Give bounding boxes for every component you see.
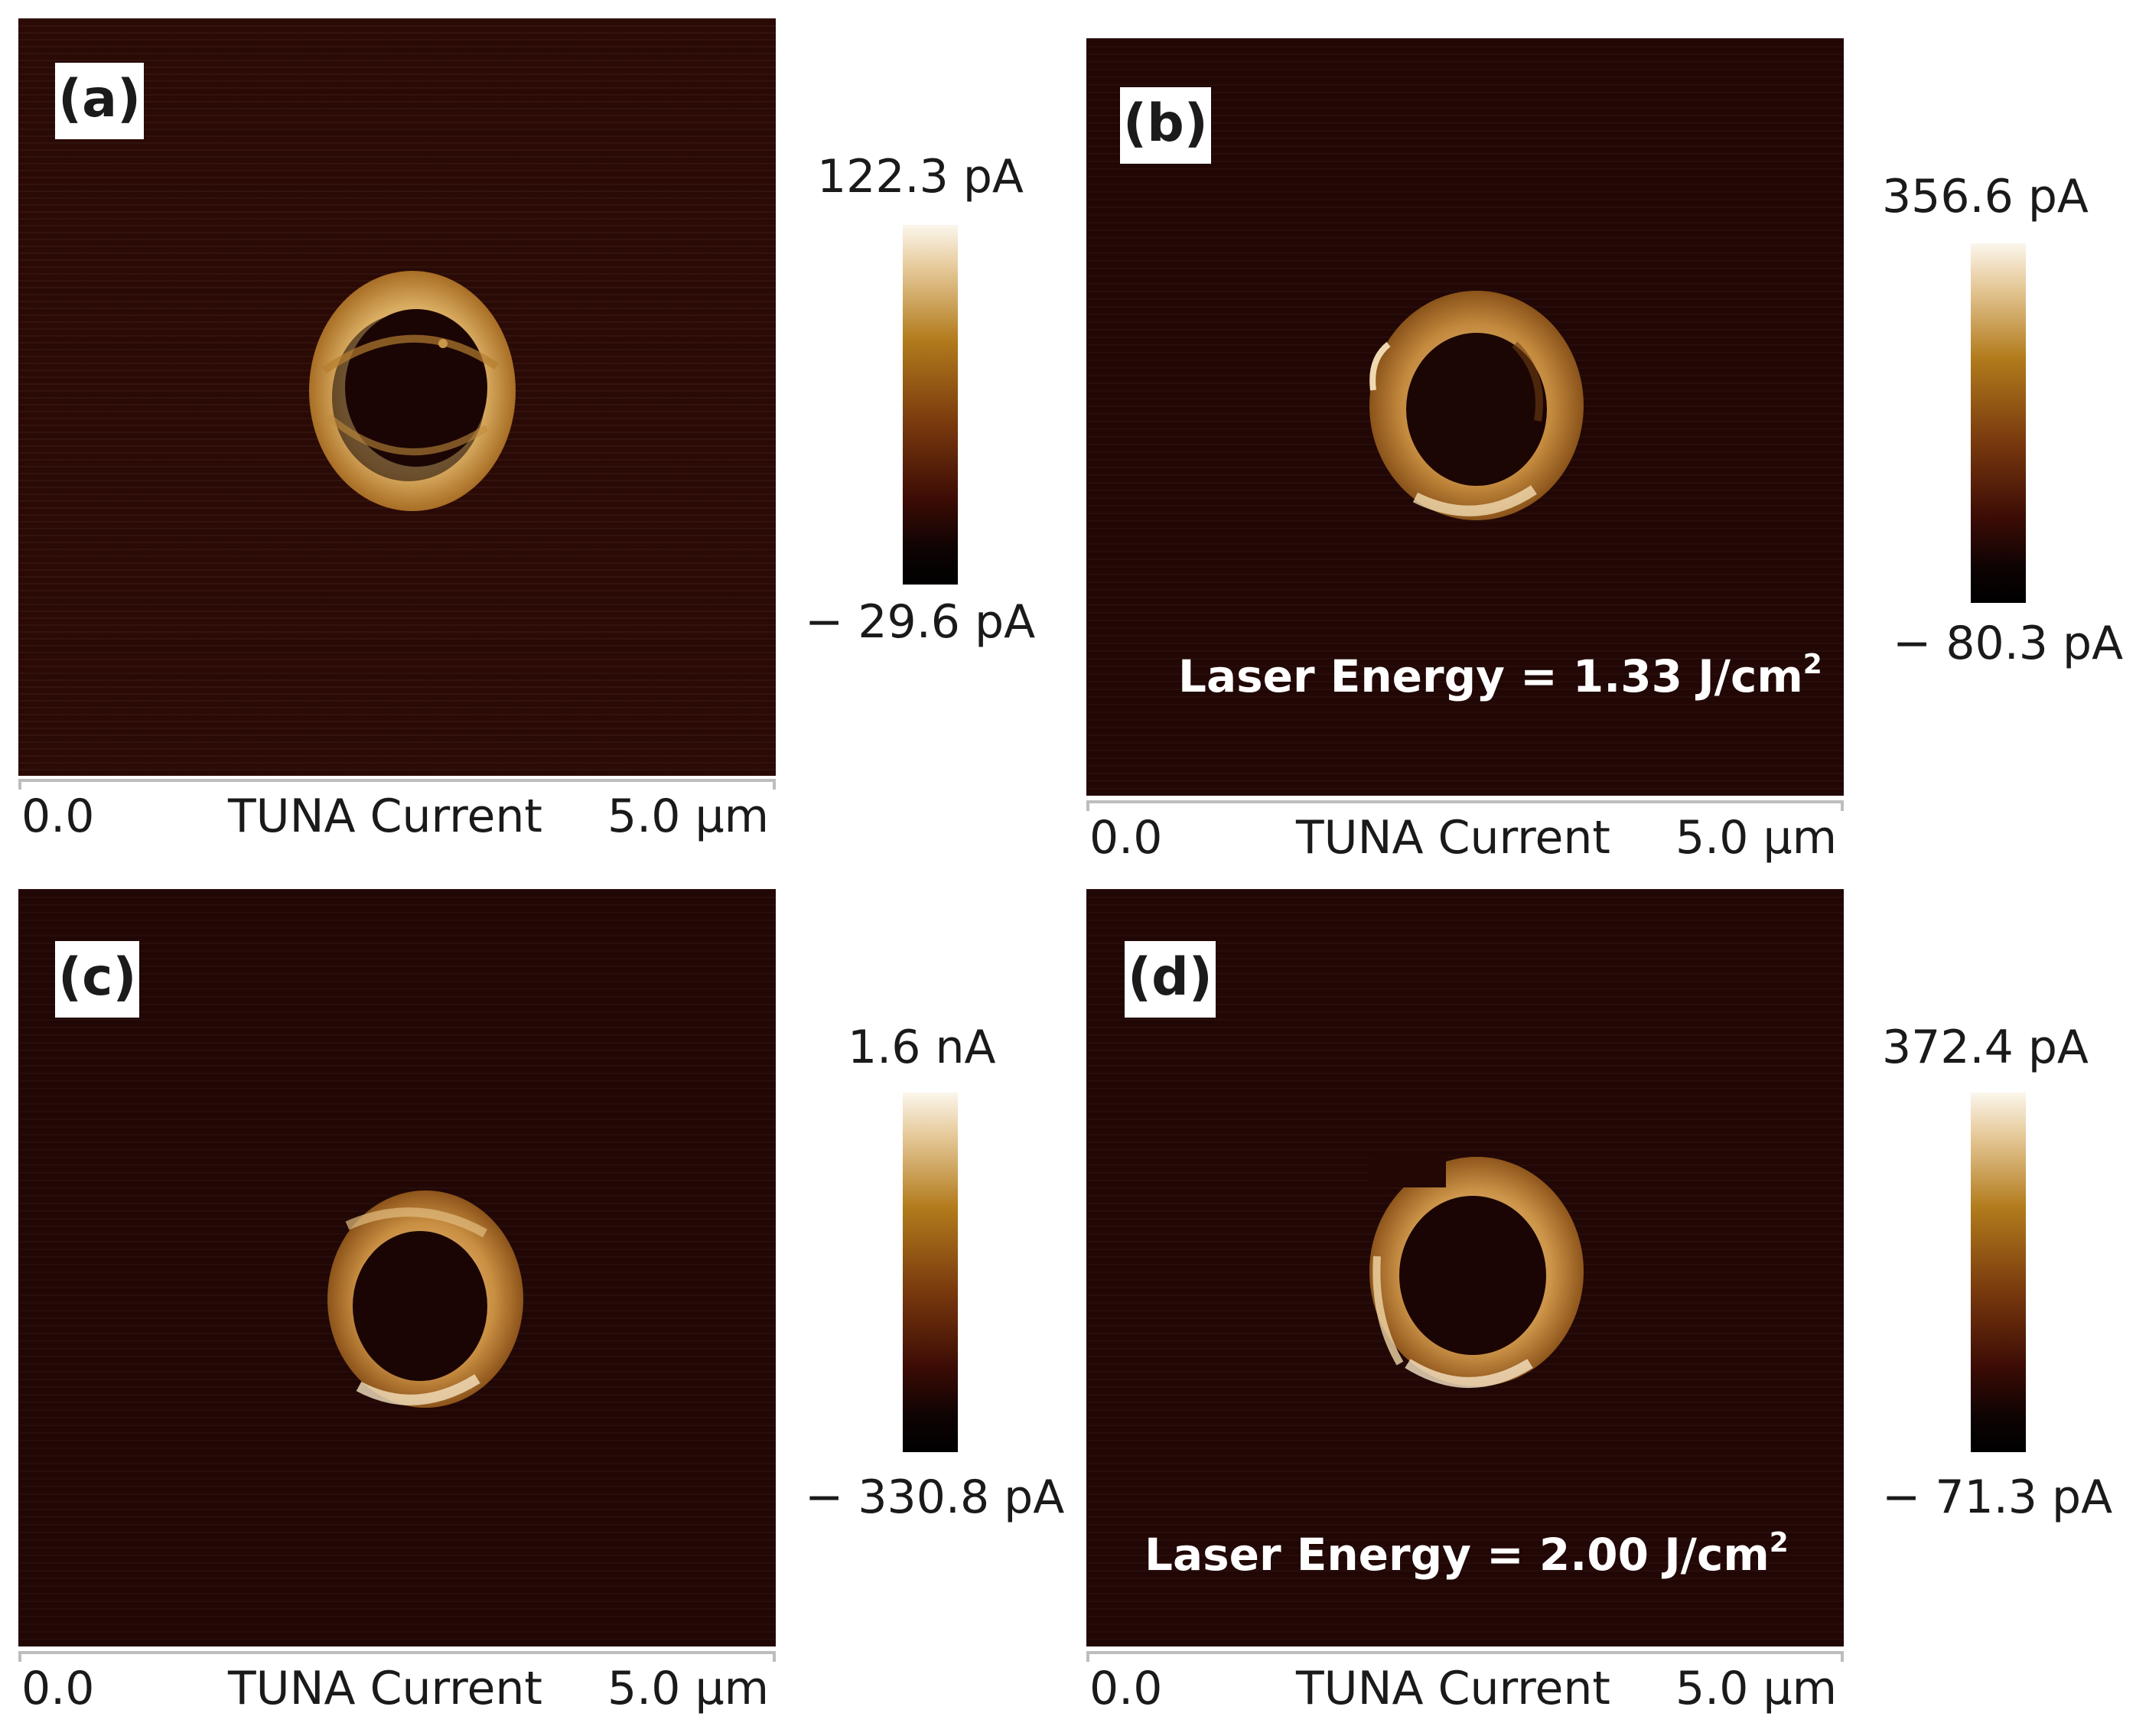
axis-end-a: 5.0 µm xyxy=(607,790,770,843)
colorbar-c xyxy=(903,1093,958,1452)
axis-start-d: 0.0 xyxy=(1089,1662,1163,1715)
colorbar-min-c: − 330.8 pA xyxy=(805,1471,1065,1524)
axis-start-b: 0.0 xyxy=(1089,811,1163,865)
axis-title-a: TUNA Current xyxy=(228,790,542,843)
panel-label-b: (b) xyxy=(1120,87,1211,164)
laser-energy-text-d: Laser Energy = 2.00 J/cm xyxy=(1145,1529,1770,1581)
colorbar-a xyxy=(903,225,958,585)
tuna-current-map-a xyxy=(18,18,776,776)
current-ring-a xyxy=(309,271,516,511)
colorbar-max-b: 356.6 pA xyxy=(1882,170,2089,223)
colorbar-max-c: 1.6 nA xyxy=(848,1021,996,1074)
tuna-current-map-c xyxy=(18,889,776,1646)
colorbar-b xyxy=(1971,243,2026,603)
colorbar-max-d: 372.4 pA xyxy=(1882,1021,2089,1074)
axis-title-c: TUNA Current xyxy=(228,1662,542,1715)
axis-title-b: TUNA Current xyxy=(1296,811,1610,865)
laser-energy-b: Laser Energy = 1.33 J/cm2 xyxy=(1178,649,1822,702)
laser-energy-sup-d: 2 xyxy=(1769,1527,1789,1558)
scale-axis-d xyxy=(1086,1651,1844,1662)
colorbar-min-d: − 71.3 pA xyxy=(1882,1471,2113,1524)
panel-label-d: (d) xyxy=(1125,941,1216,1018)
panel-label-c: (c) xyxy=(55,941,140,1018)
scale-axis-c xyxy=(18,1651,776,1662)
scale-axis-a xyxy=(18,779,776,790)
colorbar-d xyxy=(1971,1093,2026,1452)
laser-energy-d: Laser Energy = 2.00 J/cm2 xyxy=(1145,1527,1789,1581)
colorbar-min-a: − 29.6 pA xyxy=(805,595,1036,649)
scale-axis-b xyxy=(1086,800,1844,811)
colorbar-min-b: − 80.3 pA xyxy=(1893,617,2124,670)
axis-title-d: TUNA Current xyxy=(1296,1662,1610,1715)
laser-energy-text-b: Laser Energy = 1.33 J/cm xyxy=(1178,650,1803,702)
axis-end-d: 5.0 µm xyxy=(1675,1662,1838,1715)
axis-end-b: 5.0 µm xyxy=(1675,811,1838,865)
axis-start-a: 0.0 xyxy=(21,790,95,843)
panel-label-a: (a) xyxy=(55,63,145,139)
current-ring-b xyxy=(1369,291,1584,520)
colorbar-max-a: 122.3 pA xyxy=(817,150,1024,204)
laser-energy-sup-b: 2 xyxy=(1802,649,1822,680)
current-ring-c xyxy=(327,1190,523,1408)
current-ring-d xyxy=(1369,1157,1584,1388)
axis-end-c: 5.0 µm xyxy=(607,1662,770,1715)
axis-start-c: 0.0 xyxy=(21,1662,95,1715)
tuna-current-map-b xyxy=(1086,38,1844,796)
